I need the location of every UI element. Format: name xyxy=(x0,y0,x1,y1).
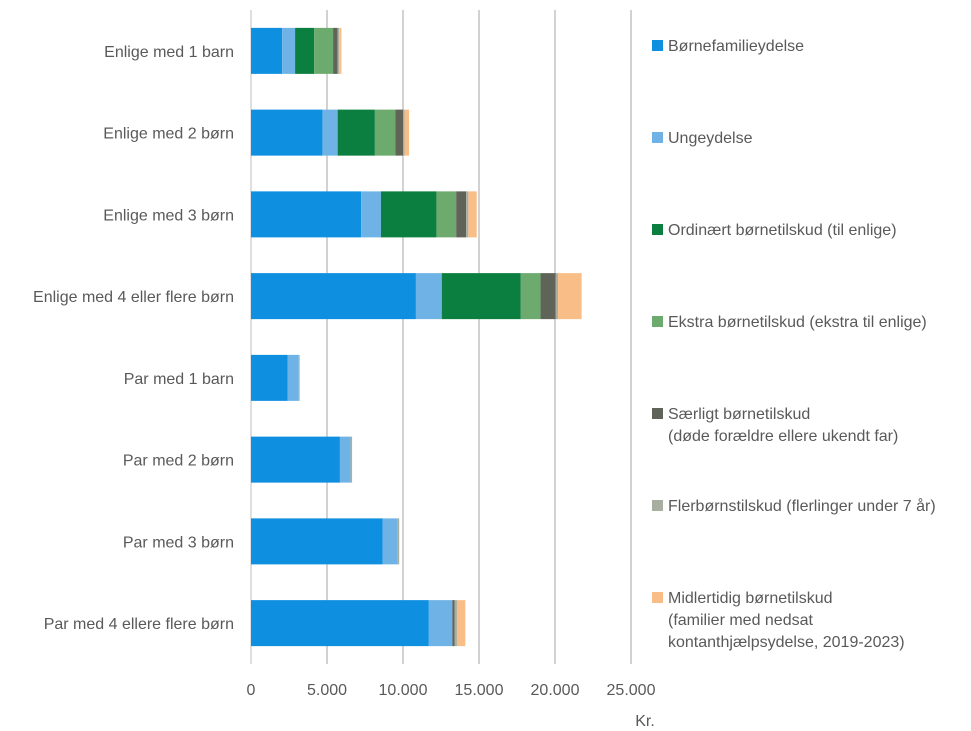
legend-label: kontanthjælpsydelse, 2019-2023) xyxy=(668,634,905,651)
legend-swatch xyxy=(652,132,663,143)
bar-segment xyxy=(374,109,396,156)
legend-swatch xyxy=(652,316,663,327)
category-label: Par med 3 børn xyxy=(123,534,234,551)
bar-segment xyxy=(287,354,299,401)
legend-swatch xyxy=(652,408,663,419)
bar-segment xyxy=(452,600,455,647)
legend-swatch xyxy=(652,224,663,235)
x-tick-label: 5.000 xyxy=(307,682,347,699)
bar-segment xyxy=(314,27,334,74)
bar-segment xyxy=(350,436,353,483)
legend-swatch xyxy=(652,500,663,511)
bar-segment xyxy=(382,518,398,565)
bar-segment xyxy=(466,191,469,238)
x-tick-labels: 0 5.000 10.000 15.000 20.000 25.000 xyxy=(247,682,656,699)
bar-segment xyxy=(456,600,466,647)
bar-segment xyxy=(295,27,315,74)
bar-segment xyxy=(339,27,342,74)
bar-segment xyxy=(395,109,403,156)
bar-segment xyxy=(456,191,467,238)
legend-label: Ekstra børnetilskud (ekstra til enlige) xyxy=(668,314,927,331)
bar-segment xyxy=(333,27,338,74)
category-labels: Enlige med 1 barn Enlige med 2 børn Enlige… xyxy=(33,44,234,633)
legend-swatch xyxy=(652,592,663,603)
bar-segment xyxy=(251,436,340,483)
bar-segment xyxy=(251,518,383,565)
bar-segment xyxy=(468,191,477,238)
legend-label: Midlertidig børnetilskud xyxy=(668,590,833,607)
bar-segment xyxy=(558,273,582,320)
bar-segment xyxy=(337,27,340,74)
bar-segment xyxy=(454,600,457,647)
legend-label: Flerbørnstilskud (flerlinger under 7 år) xyxy=(668,497,936,515)
bar-segment xyxy=(555,273,559,320)
bar-segment xyxy=(415,273,442,320)
category-label: Par med 2 børn xyxy=(123,453,234,470)
legend-label: Særligt børnetilskud xyxy=(668,406,810,423)
legend-label: Børnefamilieydelse xyxy=(668,38,804,55)
x-tick-label: 25.000 xyxy=(607,682,656,699)
category-label: Enlige med 1 barn xyxy=(104,44,234,61)
legend-swatch xyxy=(652,40,663,51)
bar-segment xyxy=(397,518,400,565)
legend-label: (familier med nedsat xyxy=(668,612,814,629)
bar-segment xyxy=(251,191,362,238)
legend-label: Ungeydelse xyxy=(668,130,753,147)
legend-label: Ordinært børnetilskud (til enlige) xyxy=(668,222,897,239)
category-label: Enlige med 4 eller flere børn xyxy=(33,289,234,306)
bar-segment xyxy=(251,354,288,401)
bars xyxy=(251,27,582,647)
category-label: Enlige med 2 børn xyxy=(103,126,234,143)
gridlines xyxy=(250,10,632,664)
bar-segment xyxy=(251,600,429,647)
bar-segment xyxy=(322,109,338,156)
bar-segment xyxy=(298,354,300,401)
bar-segment xyxy=(339,436,351,483)
bar-segment xyxy=(282,27,296,74)
x-tick-label: 20.000 xyxy=(531,682,580,699)
bar-segment xyxy=(520,273,541,320)
bar-segment xyxy=(380,191,437,238)
x-tick-label: 0 xyxy=(247,682,256,699)
legend-label: (døde forældre ellere ukendt far) xyxy=(668,428,898,445)
category-label: Par med 1 barn xyxy=(124,371,234,388)
bar-segment xyxy=(403,109,405,156)
category-label: Enlige med 3 børn xyxy=(103,207,234,224)
category-label: Par med 4 ellere flere børn xyxy=(44,616,234,633)
bar-segment xyxy=(441,273,521,320)
bar-segment xyxy=(404,109,410,156)
x-tick-label: 15.000 xyxy=(455,682,504,699)
x-axis-label: Kr. xyxy=(635,713,655,730)
bar-segment xyxy=(361,191,381,238)
bar-segment xyxy=(540,273,556,320)
bar-segment xyxy=(337,109,375,156)
legend: Børnefamilieydelse Ungeydelse Ordinært bør… xyxy=(652,38,936,651)
bar-segment xyxy=(251,109,323,156)
bar-segment xyxy=(251,273,416,320)
bar-segment xyxy=(251,27,283,74)
bar-segment xyxy=(428,600,453,647)
x-tick-label: 10.000 xyxy=(379,682,428,699)
bar-segment xyxy=(436,191,457,238)
